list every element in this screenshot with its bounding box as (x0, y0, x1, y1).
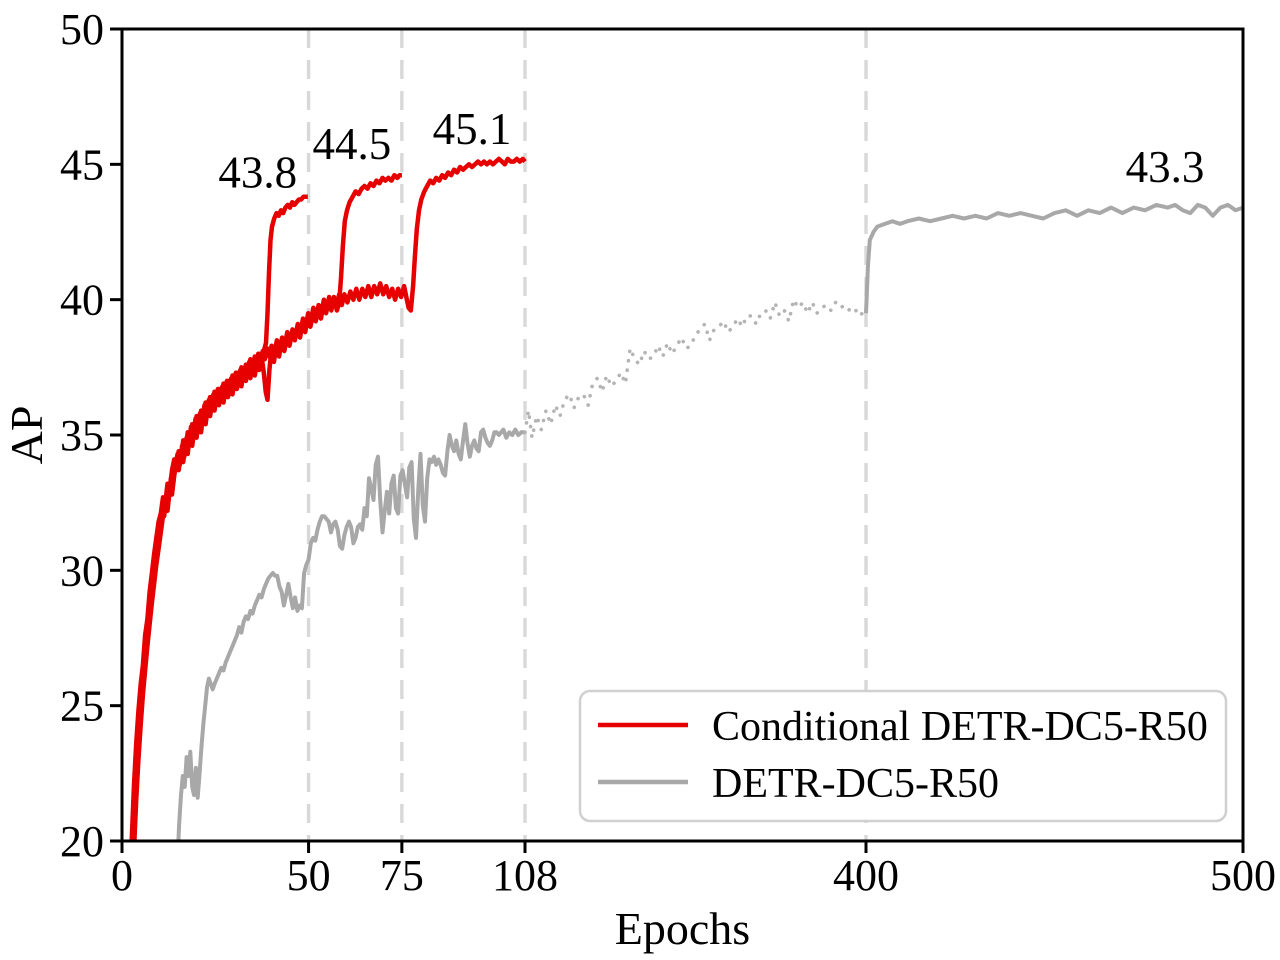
x-tick-label-50: 50 (287, 851, 331, 900)
y-axis-title: AP (1, 406, 52, 465)
x-tick-label-75: 75 (380, 851, 424, 900)
x-tick-label-108: 108 (492, 851, 558, 900)
y-tick-label-20: 20 (60, 817, 104, 866)
annotation-43.3: 43.3 (1126, 142, 1205, 192)
legend: Conditional DETR-DC5-R50 DETR-DC5-R50 (578, 689, 1228, 823)
series-path-3 (132, 156, 527, 841)
series-group (129, 156, 1243, 841)
annotation-43.8: 43.8 (218, 148, 297, 198)
x-tick-label-0: 0 (111, 851, 133, 900)
series-path-4 (130, 172, 402, 841)
series-path-1 (523, 297, 868, 440)
legend-label-0: Conditional DETR-DC5-R50 (712, 704, 1208, 750)
y-tick-label-35: 35 (60, 411, 104, 460)
legend-label-1: DETR-DC5-R50 (712, 761, 999, 807)
y-tick-label-30: 30 (60, 546, 104, 595)
series-path-2 (864, 202, 1243, 314)
series-path-0 (176, 422, 525, 841)
x-tick-label-500: 500 (1210, 851, 1276, 900)
annotation-45.1: 45.1 (433, 104, 512, 154)
y-tick-label-50: 50 (60, 5, 104, 54)
annotation-44.5: 44.5 (313, 119, 392, 169)
series-path-5 (129, 194, 309, 841)
x-tick-label-400: 400 (833, 851, 899, 900)
y-tick-label-25: 25 (60, 682, 104, 731)
axes-ticks: 0 50 75 108 400 500 20 25 30 35 40 45 50 (60, 5, 1276, 900)
y-tick-label-40: 40 (60, 276, 104, 325)
y-tick-label-45: 45 (60, 140, 104, 189)
guide-lines (306, 29, 868, 841)
legend-box (578, 689, 1228, 823)
x-axis-title: Epochs (615, 903, 750, 954)
